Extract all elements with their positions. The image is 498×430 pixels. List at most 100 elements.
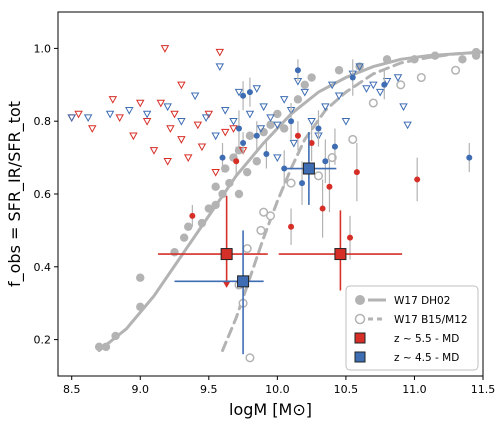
grey-filled-point [111, 331, 120, 341]
stack-red-1-marker [334, 248, 347, 261]
blue-upper-limit [399, 103, 408, 112]
blue-upper-limit [215, 63, 225, 72]
grey-open-point [242, 244, 252, 254]
blue-upper-limit [245, 110, 255, 119]
blue-upper-limit [252, 85, 262, 93]
grey-filled-point [245, 131, 255, 140]
legend-label: W17 B15/M12 [394, 314, 468, 326]
grey-filled-point [101, 342, 111, 352]
blue-detection [349, 74, 356, 81]
blue-upper-limit [142, 110, 152, 119]
red-upper-limit [229, 125, 238, 133]
legend-box [345, 285, 479, 371]
red-upper-limit [166, 125, 175, 133]
blue-detection [299, 180, 306, 187]
blue-upper-limit [334, 92, 344, 101]
blue-detection [253, 132, 260, 139]
stack-red-0-marker [220, 248, 233, 261]
grey-open-point [256, 225, 266, 235]
red-upper-limit [115, 114, 124, 122]
blue-upper-limit [393, 74, 403, 82]
grey-filled-point [242, 167, 252, 177]
blue-upper-limit [190, 92, 200, 101]
stack-blue-2-marker [237, 275, 250, 288]
blue-upper-limit [83, 114, 93, 122]
blue-detection [288, 118, 295, 125]
red-detection [347, 234, 354, 241]
grey-filled-point [307, 73, 316, 82]
legend-marker-blue-square [354, 351, 366, 363]
grey-filled-point [136, 273, 145, 282]
blue-upper-limit [273, 121, 282, 130]
grey-open-point [368, 98, 378, 108]
stack-blue-3-marker [302, 162, 315, 175]
blue-upper-limit [341, 117, 351, 126]
x-tick-label: 9.5 [200, 383, 218, 396]
blue-upper-limit [211, 132, 220, 141]
grey-open-point [259, 207, 269, 217]
blue-upper-limit [201, 114, 211, 122]
grey-open-point [451, 65, 461, 75]
grey-filled-point [184, 222, 193, 231]
x-tick-label: 9.0 [132, 383, 150, 396]
grey-filled-point [179, 233, 189, 242]
legend: W17 DH02 W17 B15/M12 z ~ 5.5 - MD z ~ 4.5 -… [345, 285, 479, 371]
blue-upper-limit [382, 77, 392, 86]
blue-upper-limit [369, 81, 378, 90]
red-upper-limit [177, 81, 186, 90]
red-upper-limit [88, 125, 97, 133]
blue-upper-limit [403, 121, 412, 130]
grey-filled-point [273, 109, 282, 119]
blue-detection [322, 158, 329, 165]
curve-b15-m12 [221, 50, 483, 353]
blue-detection [235, 125, 242, 132]
red-upper-limit [204, 110, 214, 119]
blue-upper-limit [221, 107, 230, 115]
blue-upper-limit [327, 81, 337, 90]
blue-detection [263, 150, 270, 157]
grey-filled-point [252, 157, 261, 166]
red-upper-limit [156, 99, 166, 108]
blue-upper-limit [229, 117, 238, 126]
legend-marker-b15 [354, 313, 366, 325]
red-upper-limit [149, 147, 159, 155]
grey-open-point [348, 134, 358, 144]
blue-upper-limit [259, 103, 268, 112]
grey-open-point [245, 353, 255, 363]
blue-detection [240, 92, 247, 99]
blue-detection [246, 89, 253, 96]
red-detection [294, 132, 301, 139]
grey-filled-point [334, 66, 344, 75]
y-tick-label: 0.2 [34, 334, 52, 347]
blue-detection [219, 154, 226, 161]
blue-upper-limit [279, 96, 289, 104]
grey-filled-point [382, 55, 392, 64]
red-upper-limit [108, 96, 118, 104]
red-upper-limit [136, 99, 145, 108]
blue-detection [381, 81, 388, 88]
red-upper-limit [160, 45, 170, 53]
blue-upper-limit [256, 125, 266, 133]
blue-upper-limit [234, 88, 244, 97]
grey-open-point [416, 72, 426, 83]
data-layer [67, 45, 483, 363]
blue-upper-limit [266, 114, 275, 122]
blue-upper-limit [289, 139, 299, 148]
blue-upper-limit [307, 117, 316, 126]
x-tick-label: 8.5 [63, 383, 81, 396]
red-upper-limit [170, 110, 179, 119]
red-upper-limit [211, 168, 220, 177]
blue-detection [466, 154, 473, 161]
red-detection [319, 205, 326, 212]
grey-filled-point [300, 80, 309, 90]
grey-filled-point [280, 124, 289, 133]
grey-filled-point [458, 55, 467, 64]
red-upper-limit [183, 154, 193, 163]
grey-filled-point [197, 218, 207, 228]
x-tick-label: 10.0 [265, 383, 290, 396]
blue-detection [315, 125, 322, 132]
red-upper-limit [177, 136, 186, 144]
grey-filled-point [211, 200, 220, 210]
x-tick-label: 11.5 [471, 383, 496, 396]
